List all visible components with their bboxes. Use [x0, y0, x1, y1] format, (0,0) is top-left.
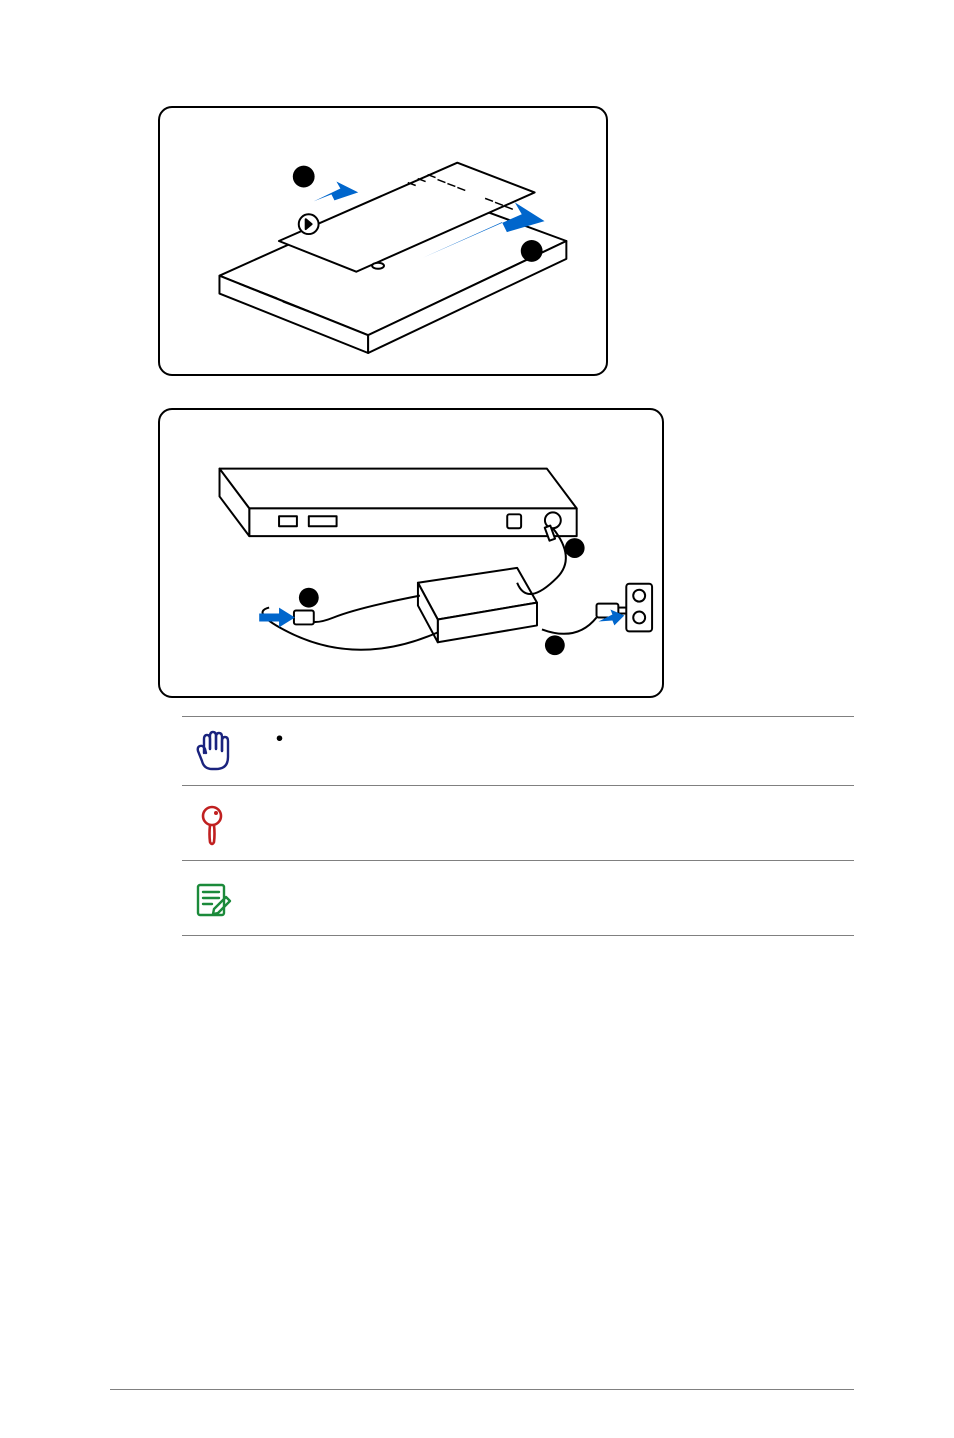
- figure-2: [158, 408, 854, 698]
- figure-1: [158, 106, 854, 376]
- page-footer: [110, 1389, 854, 1396]
- figure-1-frame: [158, 106, 608, 376]
- note-block: [182, 867, 854, 936]
- caution-block: [182, 716, 854, 786]
- tip-pin-icon: [182, 802, 242, 848]
- ac-adapter-illustration: [160, 408, 662, 698]
- note-pencil-icon: [182, 877, 242, 923]
- battery-install-illustration: [160, 106, 606, 376]
- caution-hand-icon: [182, 727, 242, 773]
- tip-block: [182, 792, 854, 861]
- caution-content: [262, 727, 298, 773]
- figure-2-frame: [158, 408, 664, 698]
